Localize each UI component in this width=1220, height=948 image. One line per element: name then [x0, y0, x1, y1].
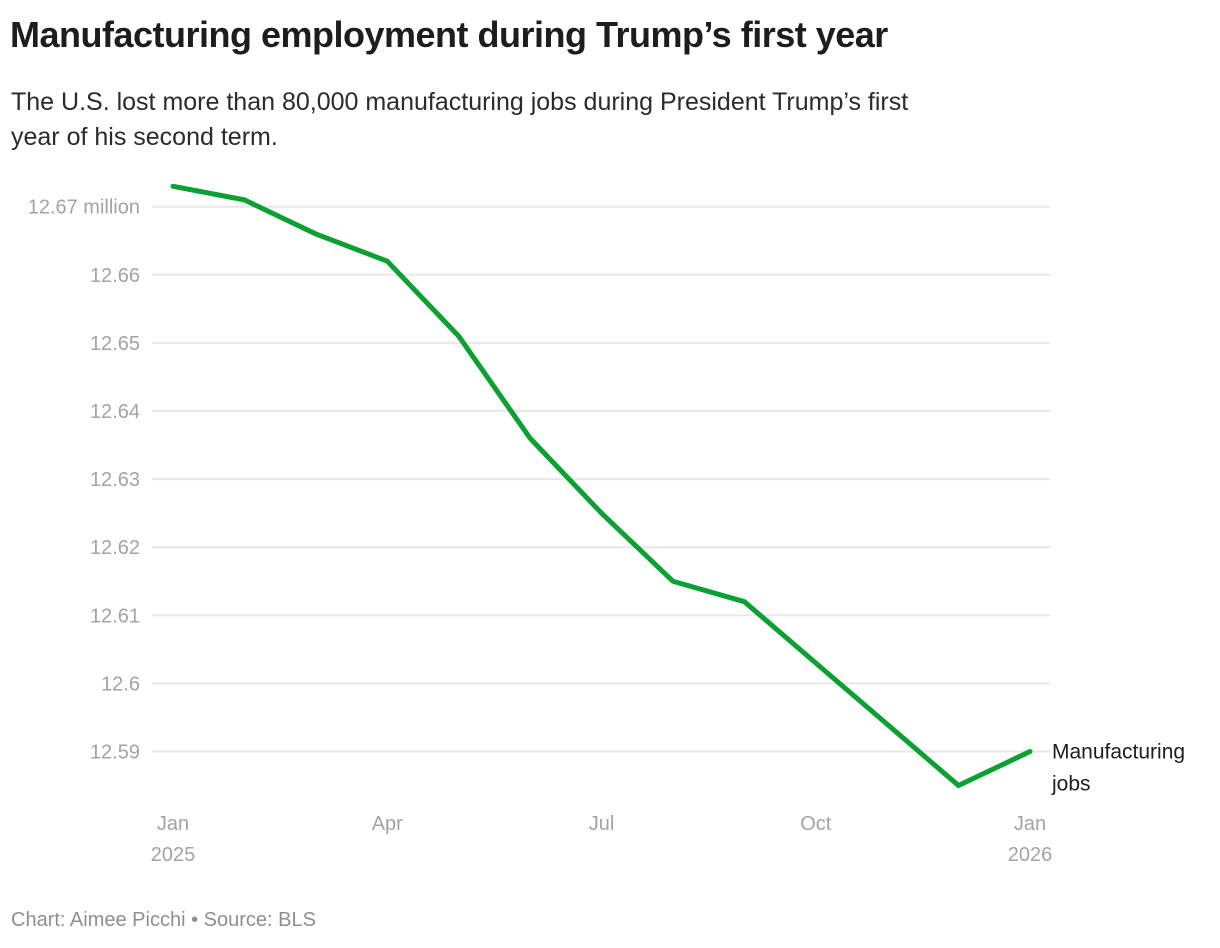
x-tick-label: Jul — [589, 813, 615, 835]
x-tick-label: Jan — [157, 813, 189, 835]
y-tick-label: 12.61 — [90, 605, 140, 627]
chart-subtitle: The U.S. lost more than 80,000 manufactu… — [11, 88, 909, 151]
y-tick-label: 12.64 — [90, 401, 140, 423]
x-tick-label: Apr — [372, 813, 403, 835]
x-tick-label: 2026 — [1008, 844, 1053, 866]
y-tick-label: 12.63 — [90, 469, 140, 491]
y-tick-label: 12.6 — [101, 673, 140, 695]
y-tick-label: 12.62 — [90, 537, 140, 559]
y-tick-label: 12.66 — [90, 265, 140, 287]
x-tick-label: 2025 — [151, 844, 196, 866]
y-tick-label: 12.59 — [90, 742, 140, 764]
chart-title: Manufacturing employment during Trump’s … — [10, 14, 888, 55]
series-endpoint-label: Manufacturing — [1052, 741, 1185, 764]
chart-credit: Chart: Aimee Picchi • Source: BLS — [11, 909, 316, 931]
series-line-manufacturing-jobs — [170, 183, 1033, 789]
y-tick-label: 12.67 million — [28, 197, 140, 219]
series-endpoint-label: jobs — [1051, 773, 1091, 796]
x-tick-label: Oct — [800, 813, 832, 835]
y-tick-label: 12.65 — [90, 333, 140, 355]
x-tick-label: Jan — [1014, 813, 1046, 835]
